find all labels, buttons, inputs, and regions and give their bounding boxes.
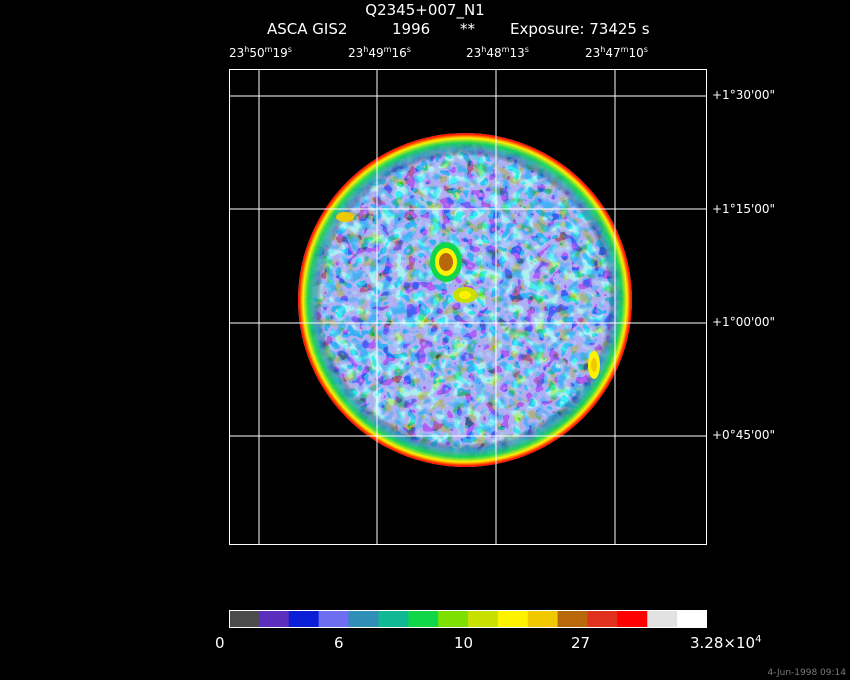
dec-label-1: +1°15'00": [712, 202, 776, 216]
colorbar-cell: [557, 610, 589, 628]
dec-label-2: +1°00'00": [712, 315, 776, 329]
colorbar-cell: [677, 610, 707, 628]
colorbar-cell: [288, 610, 320, 628]
colorbar-cell: [408, 610, 439, 628]
image-title: Q2345+007_N1: [365, 1, 485, 19]
ra-label-3: 23h47m10s: [585, 45, 648, 60]
colorbar-cell: [348, 610, 379, 628]
ra-label-1: 23h49m16s: [348, 45, 411, 60]
marker-label: **: [460, 20, 475, 38]
colorbar-cell: [258, 610, 290, 628]
colorbar-tick-0: 0: [215, 634, 225, 652]
instrument-label: ASCA GIS2: [267, 20, 348, 38]
colorbar-tick-1: 6: [334, 634, 344, 652]
exposure-label: Exposure: 73425 s: [510, 20, 650, 38]
coordinate-grid: [229, 69, 707, 545]
colorbar-cell: [647, 610, 678, 628]
bright-source: [336, 212, 600, 379]
sky-image: [229, 69, 707, 545]
ra-label-2: 23h48m13s: [466, 45, 529, 60]
colorbar-cell: [318, 610, 350, 628]
colorbar-cell: [229, 610, 260, 628]
colorbar-cell: [378, 610, 409, 628]
ra-label-0: 23h50m19s: [229, 45, 292, 60]
dec-label-3: +0°45'00": [712, 428, 776, 442]
colorbar-cell: [438, 610, 469, 628]
year-label: 1996: [392, 20, 431, 38]
colorbar-cell: [497, 610, 529, 628]
dec-label-0: +1°30'00": [712, 88, 776, 102]
timestamp: 4-Jun-1998 09:14: [767, 668, 847, 678]
colorbar-cell: [468, 610, 499, 628]
colorbar-cell: [617, 610, 648, 628]
colorbar-cell: [587, 610, 618, 628]
colorbar-tick-3: 27: [571, 634, 591, 652]
colorbar-tick-2: 10: [454, 634, 474, 652]
detector-field: [298, 133, 632, 467]
colorbar-tick-4: 3.28×104: [690, 634, 762, 652]
colorbar-cell: [527, 610, 559, 628]
colorbar: [229, 610, 707, 628]
